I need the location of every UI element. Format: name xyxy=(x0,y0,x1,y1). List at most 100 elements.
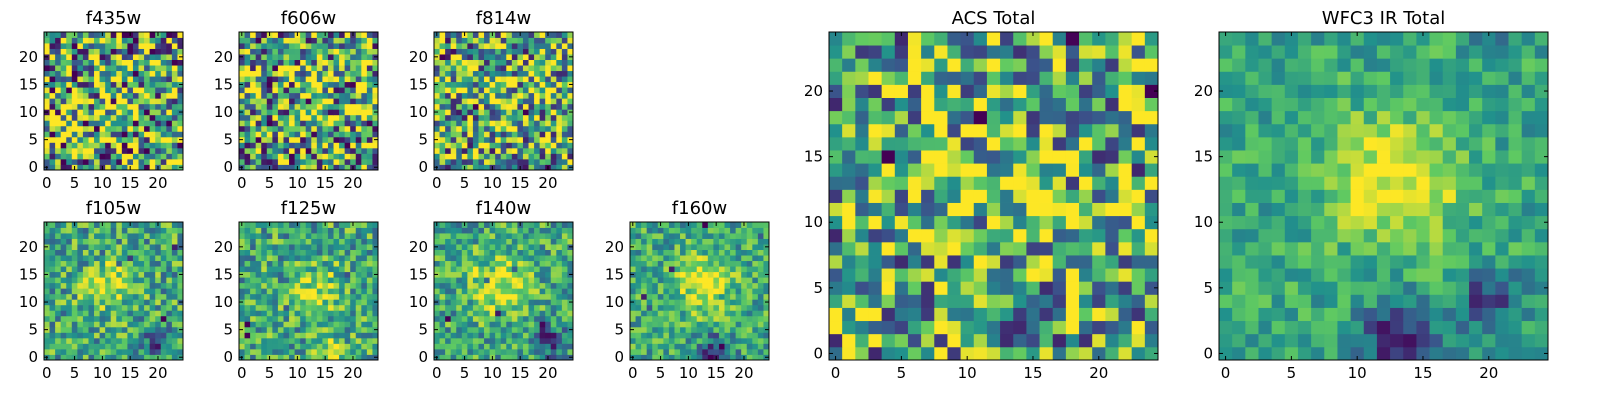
heatmap-cell xyxy=(361,337,368,344)
heatmap-cell xyxy=(467,81,474,88)
heatmap-cell xyxy=(1495,307,1509,322)
heatmap-cell xyxy=(545,48,552,55)
heatmap-cell xyxy=(316,332,323,339)
heatmap-cell xyxy=(947,294,961,308)
heatmap-cell xyxy=(289,109,295,116)
heatmap-cell xyxy=(144,114,151,121)
heatmap-cell xyxy=(450,37,457,44)
heatmap-cell xyxy=(1026,136,1040,151)
heatmap-cell xyxy=(250,125,257,132)
heatmap-cell xyxy=(60,244,67,250)
heatmap-cell xyxy=(450,310,457,317)
heatmap-cell xyxy=(506,354,513,361)
heatmap-cell xyxy=(517,65,524,72)
heatmap-cell xyxy=(88,282,95,289)
heatmap-cell xyxy=(1052,150,1067,164)
heatmap-cell xyxy=(450,120,457,127)
heatmap-cell xyxy=(1026,255,1040,269)
heatmap-cell xyxy=(511,109,518,116)
heatmap-cell xyxy=(311,354,318,361)
heatmap-cell xyxy=(144,98,151,105)
heatmap-cell xyxy=(1416,255,1430,269)
heatmap-cell xyxy=(316,70,323,77)
heatmap-cell xyxy=(1403,241,1417,256)
heatmap-cell xyxy=(366,92,373,99)
heatmap-cell xyxy=(255,222,262,228)
heatmap-cell xyxy=(77,337,84,344)
heatmap-cell xyxy=(105,255,112,262)
heatmap-cell xyxy=(44,125,50,132)
heatmap-cell xyxy=(121,92,128,99)
heatmap-cell xyxy=(132,120,139,127)
heatmap-cell xyxy=(283,87,290,94)
axes-frame xyxy=(238,31,379,171)
heatmap-cell xyxy=(155,288,162,295)
heatmap-cell xyxy=(517,76,524,83)
heatmap-cell xyxy=(484,125,490,132)
heatmap-cell xyxy=(511,332,518,339)
heatmap-cell xyxy=(333,81,340,88)
heatmap-cell xyxy=(261,293,268,300)
heatmap-cell xyxy=(88,109,95,116)
heatmap-cell xyxy=(344,321,351,328)
heatmap-cell xyxy=(171,238,178,245)
heatmap-cell xyxy=(506,158,513,165)
heatmap-cell xyxy=(842,189,856,203)
heatmap-cell xyxy=(66,142,73,149)
heatmap-cell xyxy=(66,136,73,143)
heatmap-cell xyxy=(545,54,552,60)
heatmap-cell xyxy=(1258,58,1273,72)
heatmap-cell xyxy=(522,343,529,350)
heatmap-cell xyxy=(1442,255,1457,269)
heatmap-cell xyxy=(539,293,546,300)
heatmap-cell xyxy=(1337,71,1351,85)
heatmap-cell xyxy=(255,65,262,72)
heatmap-cell xyxy=(1376,294,1391,308)
heatmap-cell xyxy=(545,43,552,49)
heatmap-cell xyxy=(467,114,474,121)
heatmap-cell xyxy=(1297,123,1312,138)
heatmap-cell xyxy=(277,299,284,306)
heatmap-cell xyxy=(138,59,145,66)
heatmap-cell xyxy=(947,255,961,269)
heatmap-cell xyxy=(439,54,446,60)
heatmap-cell xyxy=(144,255,151,262)
heatmap-cell xyxy=(289,233,295,239)
heatmap-cell xyxy=(255,87,262,94)
heatmap-cell xyxy=(77,354,84,361)
heatmap-cell xyxy=(132,142,139,149)
heatmap-cell xyxy=(1311,136,1325,151)
heatmap-cell xyxy=(1013,97,1027,112)
heatmap-cell xyxy=(1324,189,1338,203)
heatmap-cell xyxy=(316,136,323,143)
heatmap-cell xyxy=(361,321,368,328)
heatmap-cell xyxy=(283,337,290,344)
heatmap-cell xyxy=(467,282,474,289)
heatmap-cell xyxy=(561,125,568,132)
heatmap-cell xyxy=(55,43,62,49)
heatmap-cell xyxy=(456,70,463,77)
heatmap-cell xyxy=(94,321,100,328)
heatmap-cell xyxy=(907,163,922,177)
heatmap-cell xyxy=(160,315,167,322)
heatmap-cell xyxy=(986,215,1001,230)
heatmap-cell xyxy=(121,354,128,361)
y-tick-label: 5 xyxy=(223,131,233,149)
heatmap-cell xyxy=(1495,97,1509,112)
heatmap-cell xyxy=(121,222,128,228)
heatmap-cell xyxy=(44,282,50,289)
heatmap-cell xyxy=(261,120,268,127)
heatmap-cell xyxy=(44,131,50,138)
heatmap-cell xyxy=(44,120,50,127)
heatmap-cell xyxy=(99,255,106,262)
heatmap-cell xyxy=(177,266,184,273)
heatmap-cell xyxy=(144,282,151,289)
heatmap-cell xyxy=(138,222,145,228)
heatmap-cell xyxy=(311,59,318,66)
heatmap-cell xyxy=(144,227,151,234)
heatmap-cell xyxy=(439,120,446,127)
heatmap-cell xyxy=(250,87,257,94)
heatmap-cell xyxy=(495,153,502,160)
heatmap-cell xyxy=(439,310,446,317)
